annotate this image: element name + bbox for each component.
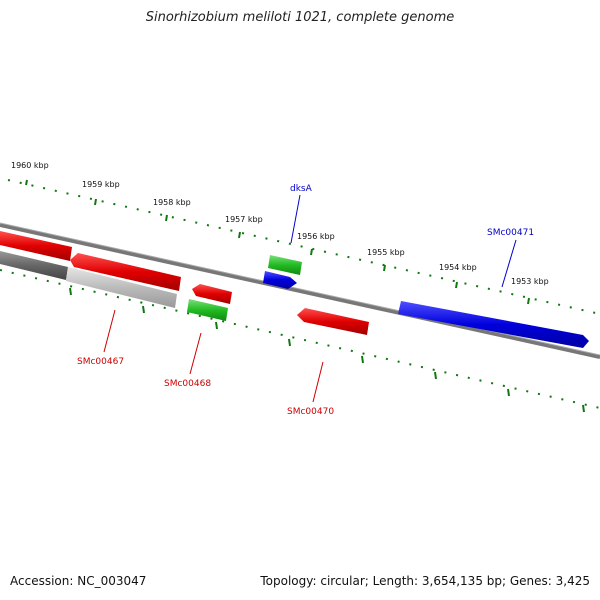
red-feature-3 <box>192 284 232 304</box>
leader-line-SMc00468 <box>189 332 202 375</box>
scale-label-1954: 1954 kbp <box>439 263 477 272</box>
red-feature-SMc00470 <box>297 308 369 335</box>
gene-label-SMc00468[interactable]: SMc00468 <box>164 379 211 389</box>
light-gray-feature <box>66 267 177 308</box>
leader-line-SMc00471 <box>501 239 517 288</box>
blue-feature-dksA <box>263 271 297 289</box>
green-feature-SMc00468 <box>187 299 228 321</box>
genome-summary-text: Topology: circular; Length: 3,654,135 bp… <box>260 574 590 588</box>
red-feature-2 <box>70 253 181 291</box>
major-ticks-upper <box>25 179 530 305</box>
scale-label-1956: 1956 kbp <box>297 232 335 241</box>
gene-label-SMc00470[interactable]: SMc00470 <box>287 407 334 417</box>
accession-text: Accession: NC_003047 <box>10 574 147 588</box>
leader-line-SMc00470 <box>312 361 324 403</box>
gray-feature-1 <box>0 251 68 280</box>
gene-label-dksA[interactable]: dksA <box>290 184 313 194</box>
genome-backbone <box>0 223 600 359</box>
scale-label-1957: 1957 kbp <box>225 215 263 224</box>
scale-label-1955: 1955 kbp <box>367 248 405 257</box>
scale-track-upper <box>7 179 600 315</box>
scale-label-1959: 1959 kbp <box>82 180 120 189</box>
scale-label-1960: 1960 kbp <box>11 161 49 170</box>
red-feature-1 <box>0 231 72 261</box>
major-ticks-lower <box>69 287 585 413</box>
gene-label-SMc00467[interactable]: SMc00467 <box>77 357 124 367</box>
blue-feature-SMc00471 <box>398 301 589 348</box>
scale-label-1958: 1958 kbp <box>153 198 191 207</box>
green-feature-dksA-track <box>268 255 302 275</box>
scale-label-1953: 1953 kbp <box>511 277 549 286</box>
leader-line-dksA <box>290 194 301 244</box>
map-title: Sinorhizobium meliloti 1021, complete ge… <box>145 10 455 25</box>
leader-line-SMc00467 <box>103 309 116 353</box>
gene-label-SMc00471[interactable]: SMc00471 <box>487 228 534 238</box>
